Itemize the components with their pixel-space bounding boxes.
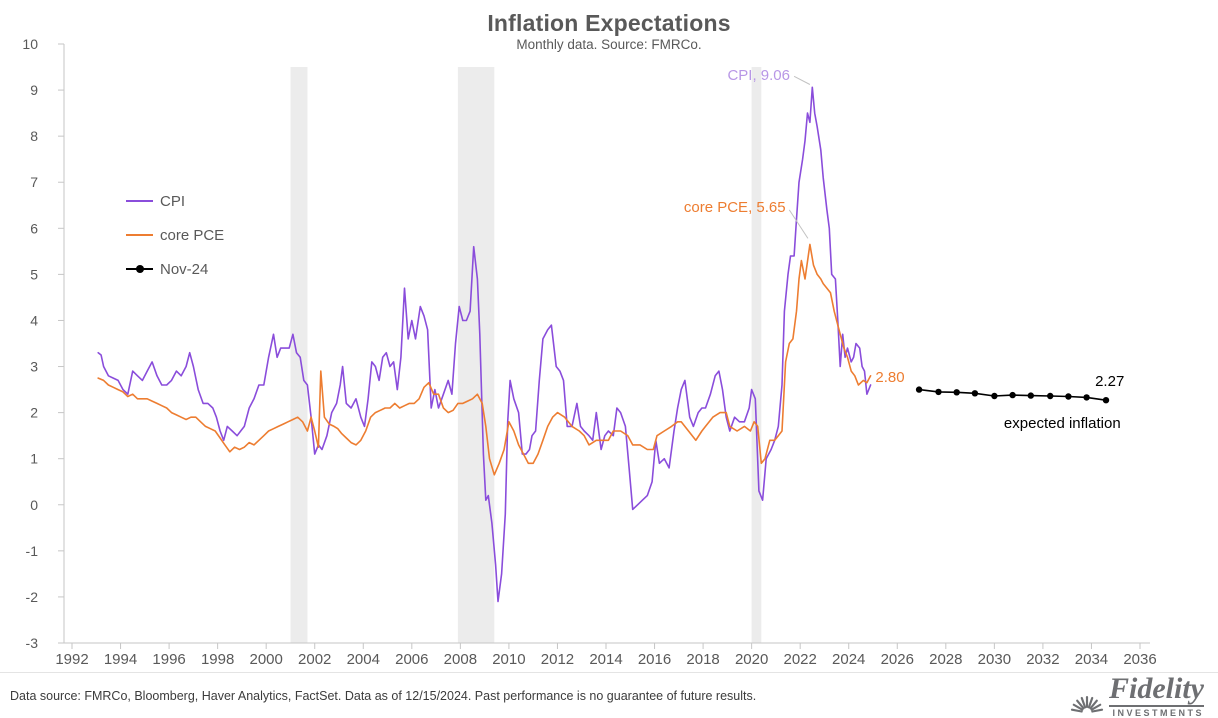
x-axis-label: 2028 (929, 651, 962, 668)
x-axis-label: 2006 (395, 651, 428, 668)
y-axis-label: 10 (22, 36, 38, 52)
annotation-expected-label: expected inflation (1004, 415, 1121, 432)
fidelity-logo: Fidelity INVESTMENTS (1069, 671, 1204, 718)
x-axis-label: 2008 (444, 651, 477, 668)
data-point-marker (1102, 397, 1110, 404)
recession-band (457, 67, 495, 643)
recession-band (751, 67, 762, 643)
x-axis-label: 2020 (735, 651, 768, 668)
fidelity-wordmark: Fidelity (1109, 671, 1204, 707)
legend-item-cpi: CPI (126, 184, 224, 218)
annotation-core-pce-end: 2.80 (875, 369, 904, 386)
x-axis-label: 2018 (686, 651, 719, 668)
y-axis-label: 3 (30, 359, 38, 375)
y-axis-label: 0 (30, 497, 38, 513)
legend-item-nov24: Nov-24 (126, 252, 224, 286)
y-axis-label: 2 (30, 405, 38, 421)
x-axis-label: 2010 (492, 651, 525, 668)
x-axis-label: 2036 (1123, 651, 1156, 668)
y-axis-label: 1 (30, 451, 38, 467)
x-axis-label: 2000 (249, 651, 282, 668)
y-axis-label: -2 (26, 589, 39, 605)
annotation-leader-core-pce-peak (788, 209, 809, 239)
chart-subtitle: Monthly data. Source: FMRCo. (516, 37, 702, 52)
x-axis-label: 2034 (1075, 651, 1108, 668)
y-axis-label: 7 (30, 174, 38, 190)
y-axis-label: 6 (30, 220, 38, 236)
data-point-marker (915, 386, 923, 393)
x-axis-label: 2004 (347, 651, 380, 668)
x-axis-label: 2014 (589, 651, 622, 668)
chart-title: Inflation Expectations (487, 10, 731, 36)
data-point-marker (971, 390, 979, 397)
data-point-marker (953, 389, 960, 396)
series-line-cpi (97, 86, 872, 603)
data-point-marker (1047, 392, 1054, 400)
annotation-cpi-peak: CPI, 9.06 (727, 67, 790, 84)
x-axis-label: 1996 (152, 651, 185, 668)
inflation-chart: -3 -2 -1 0 1 2 3 4 5 6 7 8 9 10 1992 1994 1996 1998 2000 20… (22, 36, 1156, 668)
core-pce-line-swatch (126, 228, 153, 242)
x-axis-label: 2026 (881, 651, 914, 668)
data-point-marker (1009, 391, 1016, 399)
data-point-marker (1065, 393, 1072, 400)
y-axis-label: 5 (30, 266, 38, 282)
fidelity-investments-label: INVESTMENTS (1112, 707, 1204, 718)
y-axis-label: 4 (30, 312, 38, 328)
y-axis-label: 8 (30, 128, 38, 144)
legend-label-core-pce: core PCE (160, 226, 225, 244)
x-axis-label: 2022 (783, 651, 816, 668)
x-axis-label: 1998 (201, 651, 234, 668)
legend-label-nov24: Nov-24 (160, 260, 209, 278)
y-axis-label: -1 (26, 543, 39, 559)
data-point-marker (1027, 392, 1035, 399)
x-axis-label: 2030 (978, 651, 1011, 668)
y-axis-label: 9 (30, 82, 38, 98)
chart-legend: CPI core PCE Nov-24 (126, 184, 224, 286)
annotation-core-pce-peak: core PCE, 5.65 (684, 199, 786, 216)
x-axis-label: 1992 (55, 651, 88, 668)
x-axis-label: 2012 (541, 651, 574, 668)
y-axis-label: -3 (26, 635, 39, 651)
annotation-expected-end: 2.27 (1095, 373, 1124, 390)
legend-label-cpi: CPI (160, 192, 186, 210)
fidelity-sunburst-icon (1070, 695, 1104, 713)
footer: Data source: FMRCo, Bloomberg, Haver Ana… (0, 672, 1218, 718)
x-axis-label: 2032 (1026, 651, 1059, 668)
x-axis-label: 2024 (832, 651, 865, 668)
annotation-leader-cpi-peak (793, 75, 811, 85)
fidelity-logo-text: Fidelity INVESTMENTS (1109, 671, 1204, 718)
x-axis-label: 2016 (638, 651, 671, 668)
data-point-marker (935, 388, 942, 396)
data-point-marker (991, 392, 998, 400)
data-point-marker (1083, 394, 1090, 401)
legend-item-core-pce: core PCE (126, 218, 224, 252)
footer-disclaimer: Data source: FMRCo, Bloomberg, Haver Ana… (10, 688, 757, 703)
x-axis-label: 1994 (104, 651, 137, 668)
cpi-line-swatch (126, 194, 153, 208)
x-axis-label: 2002 (298, 651, 331, 668)
nov24-line-swatch (126, 262, 153, 276)
series-line-core-pce (97, 243, 872, 476)
